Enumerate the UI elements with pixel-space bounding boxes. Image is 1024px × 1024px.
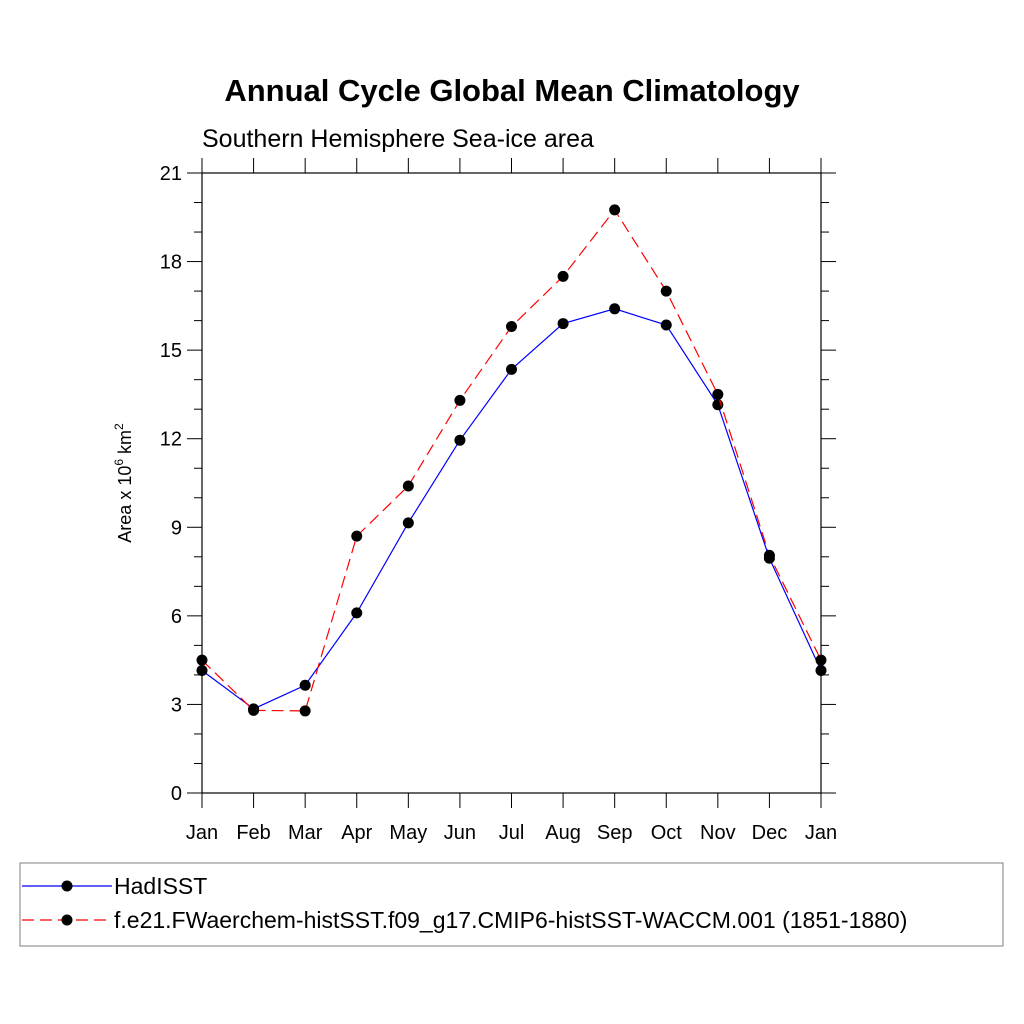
y-axis-label-unit: km bbox=[115, 430, 135, 459]
y-tick-label: 9 bbox=[171, 517, 182, 539]
x-tick-label: May bbox=[389, 822, 427, 844]
data-point bbox=[660, 319, 672, 331]
data-point bbox=[299, 705, 311, 717]
legend-item-2: f.e21.FWaerchem-histSST.f09_g17.CMIP6-hi… bbox=[22, 907, 907, 933]
data-point bbox=[660, 285, 672, 297]
x-tick-label: Sep bbox=[597, 822, 633, 844]
y-tick-label: 6 bbox=[171, 606, 182, 628]
ticks-layer: 0 3 6 9 12 15 18 21 Jan Feb Mar Apr May Jun Jul Aug Sep O… bbox=[160, 158, 837, 844]
legend-label: HadISST bbox=[114, 873, 207, 899]
legend-marker bbox=[61, 914, 73, 926]
x-tick-label: Oct bbox=[651, 822, 683, 844]
data-point bbox=[196, 664, 208, 676]
data-point bbox=[557, 270, 569, 282]
data-point bbox=[557, 318, 569, 330]
y-axis-label-base: Area x 10 bbox=[115, 466, 135, 543]
data-point bbox=[763, 549, 775, 561]
data-point bbox=[815, 654, 827, 666]
data-point bbox=[402, 480, 414, 492]
data-point bbox=[815, 664, 827, 676]
x-tick-label: Nov bbox=[700, 822, 736, 844]
x-tick-label: Mar bbox=[288, 822, 323, 844]
data-point bbox=[454, 434, 466, 446]
y-tick-label: 15 bbox=[160, 340, 182, 362]
legend-box bbox=[19, 862, 1004, 947]
chart-subtitle: Southern Hemisphere Sea-ice area bbox=[202, 125, 594, 153]
series-2 bbox=[196, 204, 827, 717]
x-tick-label: Jul bbox=[499, 822, 525, 844]
x-tick-label: Jan bbox=[805, 822, 837, 844]
y-axis-label: Area x 106 km2 bbox=[112, 423, 135, 543]
data-point bbox=[299, 679, 311, 691]
data-point bbox=[196, 654, 208, 666]
data-point bbox=[506, 321, 517, 333]
x-tick-label: Apr bbox=[341, 822, 372, 844]
data-point bbox=[609, 204, 621, 216]
legend: HadISST f.e21.FWaerchem-histSST.f09_g17.C… bbox=[19, 862, 1004, 947]
x-tick-label: Jun bbox=[444, 822, 476, 844]
y-tick-label: 21 bbox=[160, 163, 182, 185]
data-point bbox=[402, 517, 414, 529]
chart-title: Annual Cycle Global Mean Climatology bbox=[224, 73, 800, 108]
data-point bbox=[248, 704, 260, 716]
x-tick-label: Dec bbox=[752, 822, 788, 844]
series-line bbox=[201, 208, 822, 712]
series-layer bbox=[196, 204, 827, 717]
data-point bbox=[609, 303, 621, 315]
svg-text:Area x 106 km2: Area x 106 km2 bbox=[112, 423, 135, 543]
data-point bbox=[351, 530, 363, 542]
legend-item-1: HadISST bbox=[22, 873, 207, 899]
data-point bbox=[506, 363, 517, 375]
plot-border bbox=[201, 172, 822, 794]
y-axis-label-exponent: 6 bbox=[112, 459, 126, 466]
y-tick-label: 0 bbox=[171, 783, 182, 805]
y-tick-label: 12 bbox=[160, 429, 182, 451]
data-point bbox=[712, 388, 724, 400]
y-tick-label: 3 bbox=[171, 694, 182, 716]
legend-label: f.e21.FWaerchem-histSST.f09_g17.CMIP6-hi… bbox=[114, 907, 907, 933]
y-axis-label-unit-exponent: 2 bbox=[112, 423, 126, 430]
series-1 bbox=[196, 303, 827, 715]
data-point bbox=[454, 394, 466, 406]
data-point bbox=[351, 607, 363, 619]
x-tick-label: Aug bbox=[545, 822, 581, 844]
plot-frame bbox=[201, 172, 822, 794]
legend-marker bbox=[61, 880, 73, 892]
x-tick-label: Jan bbox=[186, 822, 218, 844]
y-tick-label: 18 bbox=[160, 252, 182, 274]
x-tick-label: Feb bbox=[236, 822, 270, 844]
